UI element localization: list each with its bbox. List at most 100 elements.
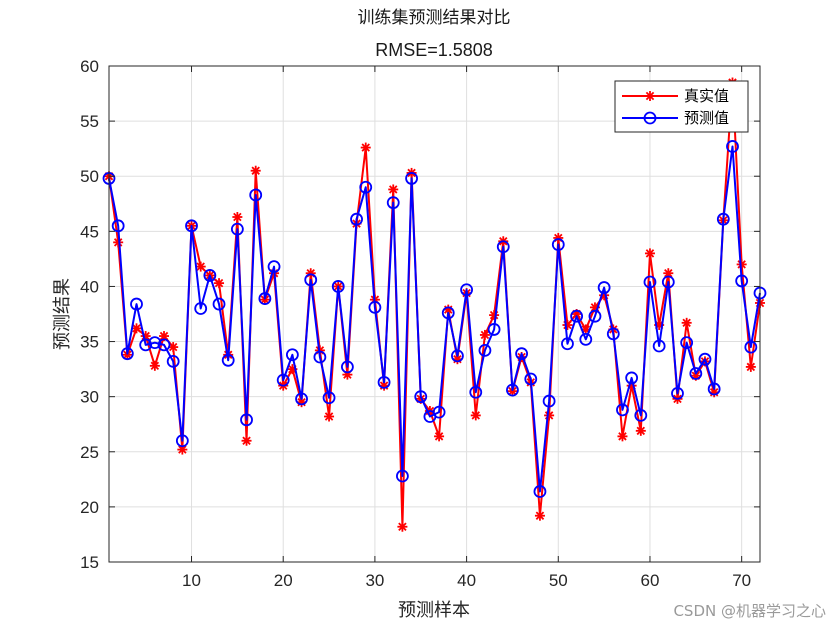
- data-point: [240, 413, 253, 427]
- data-point: [203, 269, 217, 282]
- data-point: [120, 347, 134, 361]
- data-point: [212, 297, 226, 311]
- data-point: [542, 394, 556, 408]
- data-point: [267, 260, 281, 274]
- y-tick-label: 55: [80, 112, 99, 131]
- data-point: [434, 431, 445, 442]
- data-point: [221, 353, 235, 367]
- data-point: [396, 469, 409, 483]
- data-point: [148, 336, 162, 350]
- data-point: [250, 165, 261, 176]
- data-point: [295, 392, 308, 406]
- data-point: [451, 349, 464, 363]
- data-point: [195, 261, 206, 272]
- data-point: [157, 338, 171, 352]
- data-point: [304, 273, 318, 287]
- data-point: [368, 300, 382, 314]
- data-point: [689, 367, 703, 380]
- data-point: [487, 323, 501, 336]
- data-point: [726, 140, 739, 153]
- data-point: [241, 435, 252, 446]
- data-point: [149, 360, 160, 371]
- data-point: [496, 240, 510, 254]
- y-tick-label: 20: [80, 498, 99, 517]
- plot-area: [109, 66, 760, 562]
- data-point: [634, 409, 648, 422]
- data-point: [194, 302, 208, 315]
- data-point: [635, 425, 646, 436]
- data-point: [698, 352, 712, 366]
- data-point: [322, 391, 336, 405]
- data-point: [259, 294, 270, 305]
- legend-entry: 真实值: [622, 87, 729, 105]
- data-point: [388, 184, 399, 195]
- data-point: [606, 327, 620, 341]
- data-point: [551, 238, 565, 251]
- data-point: [643, 275, 657, 289]
- legend-entry: 预测值: [622, 109, 729, 127]
- legend-label: 预测值: [684, 109, 729, 127]
- legend-label: 真实值: [684, 87, 729, 105]
- y-tick-label: 25: [80, 443, 99, 462]
- data-point: [232, 212, 243, 223]
- data-point: [377, 375, 391, 389]
- data-point: [625, 371, 639, 385]
- data-point: [111, 219, 125, 233]
- data-point: [707, 382, 721, 396]
- data-point: [214, 278, 225, 289]
- data-point: [139, 338, 153, 352]
- y-tick-label: 15: [80, 553, 99, 572]
- data-point: [671, 386, 684, 400]
- x-tick-label: 10: [182, 571, 201, 590]
- data-point: [460, 283, 473, 297]
- data-point: [130, 297, 143, 311]
- chart-title: 训练集预测结果对比: [358, 8, 511, 28]
- data-point: [562, 320, 573, 331]
- x-tick-label: 20: [274, 571, 293, 590]
- data-point: [534, 510, 545, 521]
- data-point: [736, 259, 747, 270]
- axes-box: [108, 65, 761, 563]
- data-point: [331, 280, 345, 293]
- y-tick-label: 35: [80, 333, 99, 352]
- data-point: [617, 431, 628, 442]
- data-point: [324, 411, 335, 422]
- y-tick-label: 60: [80, 57, 99, 76]
- x-tick-label: 70: [732, 571, 751, 590]
- data-point: [470, 410, 481, 421]
- x-tick-label: 40: [457, 571, 476, 590]
- data-point: [744, 340, 758, 354]
- data-point: [386, 196, 400, 210]
- data-point: [533, 485, 547, 498]
- data-point: [276, 373, 290, 387]
- data-point: [561, 337, 574, 351]
- x-tick-label: 30: [365, 571, 384, 590]
- data-point: [478, 343, 492, 357]
- data-point: [735, 274, 749, 288]
- data-point: [506, 383, 519, 397]
- data-point: [745, 361, 756, 372]
- data-point: [432, 405, 446, 419]
- data-point: [661, 275, 675, 289]
- data-point: [131, 323, 142, 334]
- data-point: [166, 354, 180, 368]
- x-tick-label: 50: [549, 571, 568, 590]
- watermark: CSDN @机器学习之心: [673, 602, 826, 620]
- data-point: [524, 372, 538, 386]
- chart-subtitle: RMSE=1.5808: [375, 40, 493, 60]
- data-point: [414, 390, 428, 404]
- data-point: [313, 350, 327, 364]
- data-point: [350, 212, 363, 226]
- y-tick-label: 45: [80, 222, 99, 241]
- data-point: [570, 309, 584, 323]
- data-point: [479, 329, 490, 340]
- series-predicted: [102, 140, 767, 498]
- data-point: [397, 521, 408, 532]
- data-point: [716, 212, 730, 226]
- data-point: [360, 142, 371, 153]
- data-point: [469, 385, 483, 399]
- data-point: [681, 317, 692, 328]
- legend-marker: [643, 111, 657, 125]
- x-tick-label: 60: [641, 571, 660, 590]
